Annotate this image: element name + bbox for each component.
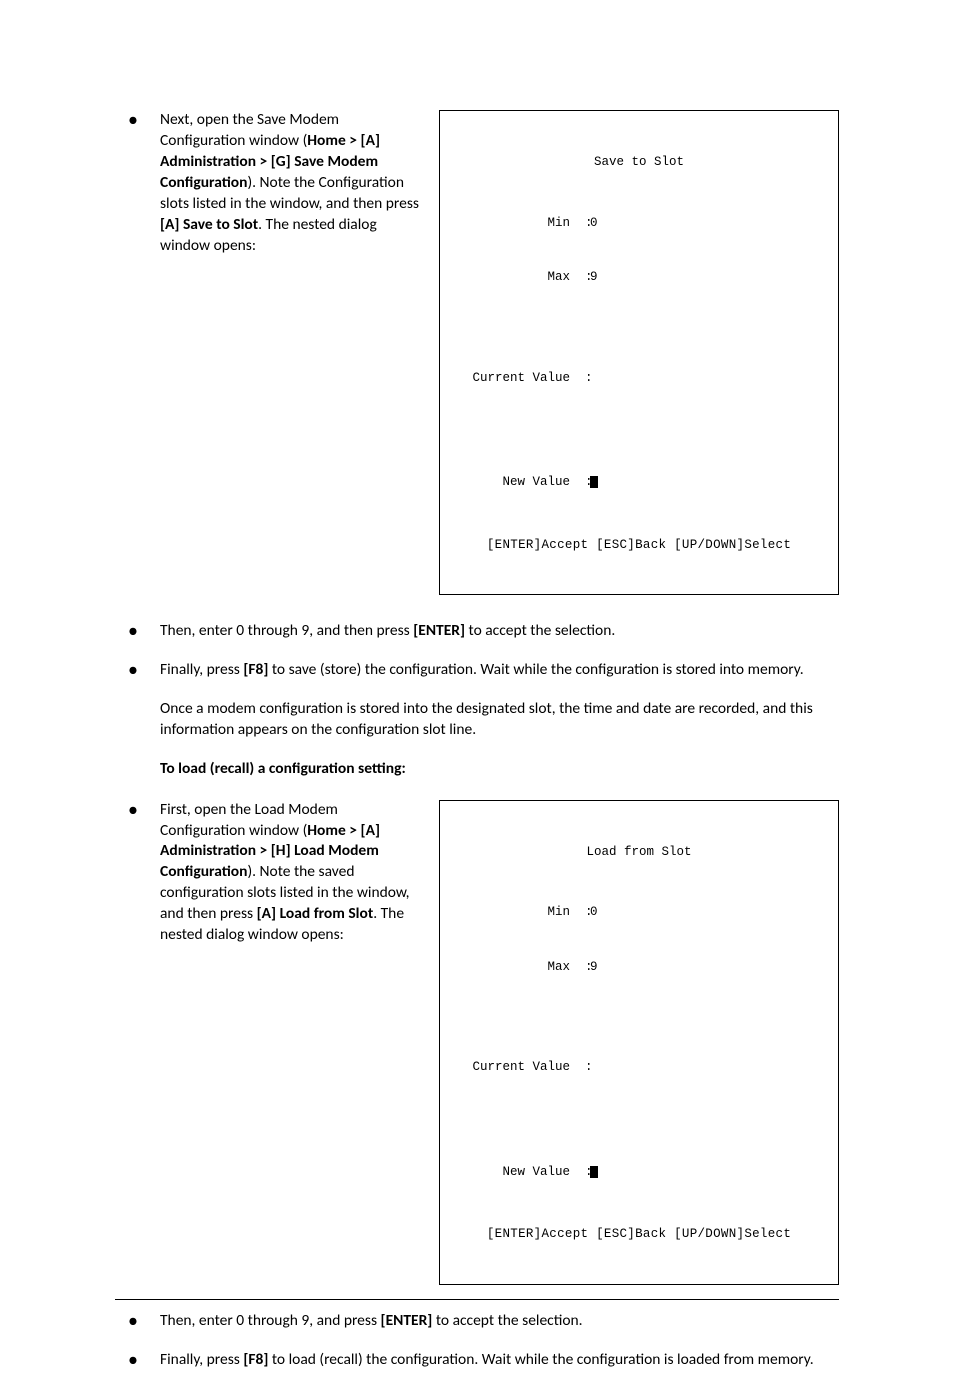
min-value: 0 <box>590 903 828 921</box>
save-step-f8: Finally, press [F8] to save (store) the … <box>115 660 839 681</box>
load-from-slot-terminal: Load from Slot Min : 0 Max : 9 <box>439 800 839 1285</box>
terminal-new-row: New Value : <box>450 473 828 491</box>
row-sep: : <box>570 369 590 387</box>
new-value <box>590 473 828 491</box>
row-sep: : <box>570 958 590 976</box>
row-sep: : <box>570 1163 590 1181</box>
min-value: 0 <box>590 214 828 232</box>
terminal-current-row: Current Value : <box>450 1058 828 1076</box>
current-label: Current Value <box>450 369 570 387</box>
max-label: Max <box>450 958 570 976</box>
terminal-min-row: Min : 0 <box>450 214 828 232</box>
save-to-slot-terminal: Save to Slot Min : 0 Max : 9 <box>439 110 839 595</box>
row-sep: : <box>570 903 590 921</box>
load-steps-list: Load from Slot Min : 0 Max : 9 <box>115 800 839 1371</box>
max-label: Max <box>450 268 570 286</box>
terminal-title: Save to Slot <box>450 153 828 171</box>
stored-note-paragraph: Once a modem configuration is stored int… <box>160 699 839 741</box>
new-value <box>590 1163 828 1181</box>
save-steps-list: Save to Slot Min : 0 Max : 9 <box>115 110 839 681</box>
cursor-icon <box>590 476 598 488</box>
current-value <box>590 1058 828 1076</box>
bullet-text: Finally, press [F8] to load (recall) the… <box>160 1350 814 1369</box>
min-label: Min <box>450 214 570 232</box>
bullet-text: Then, enter 0 through 9, and then press … <box>160 621 615 640</box>
cursor-icon <box>590 1166 598 1178</box>
save-step-open: Save to Slot Min : 0 Max : 9 <box>115 110 839 603</box>
max-value: 9 <box>590 958 828 976</box>
current-label: Current Value <box>450 1058 570 1076</box>
bullet-text: First, open the Load Modem Configuration… <box>160 800 409 945</box>
bullet-text: Finally, press [F8] to save (store) the … <box>160 660 804 679</box>
load-step-enter: Then, enter 0 through 9, and press [ENTE… <box>115 1311 839 1332</box>
footer-rule <box>115 1299 839 1300</box>
terminal-max-row: Max : 9 <box>450 268 828 286</box>
terminal-min-row: Min : 0 <box>450 903 828 921</box>
terminal-footer: [ENTER]Accept [ESC]Back [UP/DOWN]Select <box>450 536 828 554</box>
terminal-new-row: New Value : <box>450 1163 828 1181</box>
save-step-enter: Then, enter 0 through 9, and then press … <box>115 621 839 642</box>
new-label: New Value <box>450 1163 570 1181</box>
min-label: Min <box>450 903 570 921</box>
row-sep: : <box>570 1058 590 1076</box>
load-heading: To load (recall) a configuration setting… <box>160 759 839 780</box>
max-value: 9 <box>590 268 828 286</box>
bullet-text: Then, enter 0 through 9, and press [ENTE… <box>160 1311 583 1330</box>
terminal-title: Load from Slot <box>450 843 828 861</box>
bullet-text: Next, open the Save Modem Configuration … <box>160 110 419 255</box>
terminal-current-row: Current Value : <box>450 369 828 387</box>
terminal-footer: [ENTER]Accept [ESC]Back [UP/DOWN]Select <box>450 1225 828 1243</box>
new-label: New Value <box>450 473 570 491</box>
row-sep: : <box>570 473 590 491</box>
document-page: Save to Slot Min : 0 Max : 9 <box>0 0 954 1370</box>
load-step-f8: Finally, press [F8] to load (recall) the… <box>115 1350 839 1371</box>
load-step-open: Load from Slot Min : 0 Max : 9 <box>115 800 839 1293</box>
terminal-max-row: Max : 9 <box>450 958 828 976</box>
current-value <box>590 369 828 387</box>
row-sep: : <box>570 268 590 286</box>
row-sep: : <box>570 214 590 232</box>
